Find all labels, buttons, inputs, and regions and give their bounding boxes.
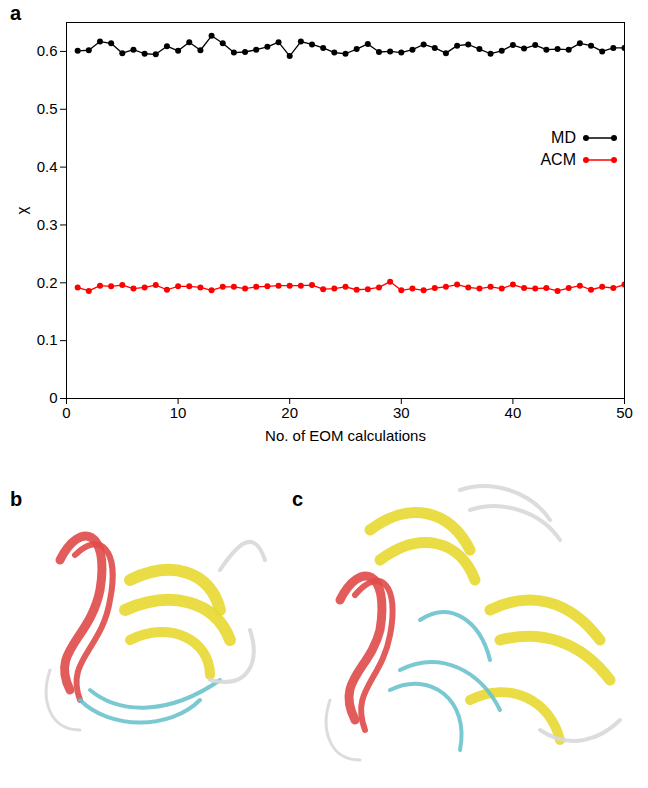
svg-text:20: 20 <box>281 404 298 421</box>
svg-text:0.6: 0.6 <box>37 42 58 59</box>
html-text:a: a <box>10 2 22 24</box>
svg-text:30: 30 <box>393 404 410 421</box>
svg-text:0: 0 <box>49 389 57 406</box>
svg-text:10: 10 <box>170 404 187 421</box>
svg-text:0.5: 0.5 <box>37 100 58 117</box>
svg-text:No. of EOM calculations: No. of EOM calculations <box>265 427 426 444</box>
svg-text:0: 0 <box>62 404 70 421</box>
html-text:MD: MD <box>551 129 576 147</box>
svg-text:0.2: 0.2 <box>37 274 58 291</box>
svg-text:0.1: 0.1 <box>37 331 58 348</box>
svg-text:χ: χ <box>13 206 30 214</box>
svg-text:0.3: 0.3 <box>37 216 58 233</box>
html-text:c: c <box>292 488 304 510</box>
svg-text:0.4: 0.4 <box>37 158 58 175</box>
html-text:ACM: ACM <box>540 151 576 169</box>
html-text:b: b <box>10 488 23 510</box>
svg-text:40: 40 <box>505 404 522 421</box>
svg-text:50: 50 <box>616 404 633 421</box>
